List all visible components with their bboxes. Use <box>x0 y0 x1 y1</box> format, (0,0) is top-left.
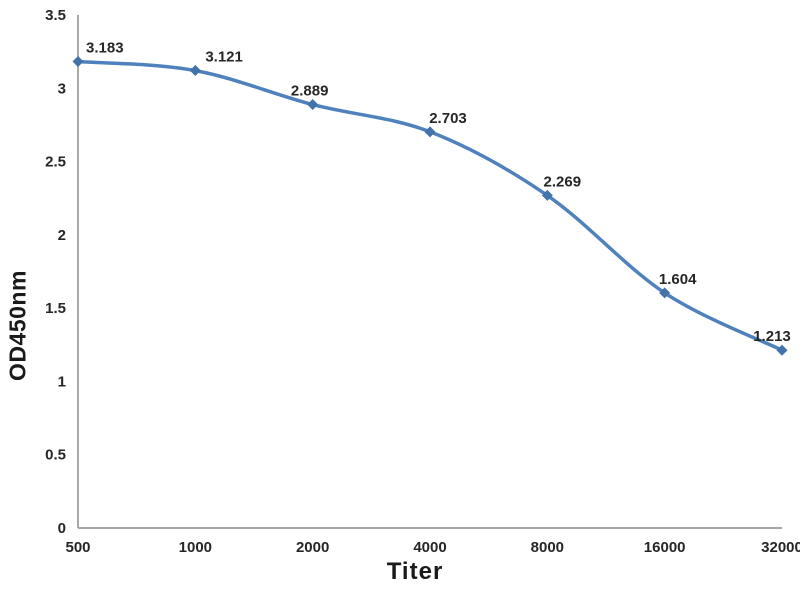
y-tick-label: 0 <box>58 520 66 537</box>
data-point-marker <box>189 65 201 77</box>
x-tick-label: 32000 <box>761 539 800 556</box>
y-tick-label: 3.5 <box>45 7 66 24</box>
data-point-marker <box>776 344 788 356</box>
x-tick-label: 2000 <box>296 539 329 556</box>
x-tick-label: 8000 <box>531 539 564 556</box>
data-point-marker <box>72 55 84 67</box>
data-point-label: 2.269 <box>544 173 582 190</box>
data-point-label: 3.121 <box>205 49 243 66</box>
data-point-marker <box>307 99 319 111</box>
y-tick-label: 0.5 <box>45 447 66 464</box>
data-point-label: 2.703 <box>429 110 467 127</box>
y-tick-label: 3 <box>58 80 66 97</box>
data-point-marker <box>424 126 436 138</box>
x-tick-label: 500 <box>65 539 90 556</box>
y-tick-label: 1 <box>58 373 66 390</box>
x-tick-label: 4000 <box>413 539 446 556</box>
series-line <box>76 59 784 352</box>
data-point-marker <box>541 189 553 201</box>
x-axis-title: Titer <box>386 558 444 585</box>
data-point-label: 3.183 <box>86 39 124 56</box>
x-tick-label: 1000 <box>179 539 212 556</box>
y-tick-label: 2.5 <box>45 154 66 171</box>
data-point-label: 1.213 <box>753 328 791 345</box>
data-point-marker <box>659 287 671 299</box>
y-tick-label: 2 <box>58 227 66 244</box>
y-axis-title: OD450nm <box>4 270 31 381</box>
y-tick-label: 1.5 <box>45 300 66 317</box>
data-point-label: 2.889 <box>291 83 329 100</box>
data-point-label: 1.604 <box>659 271 697 288</box>
x-tick-label: 16000 <box>644 539 686 556</box>
